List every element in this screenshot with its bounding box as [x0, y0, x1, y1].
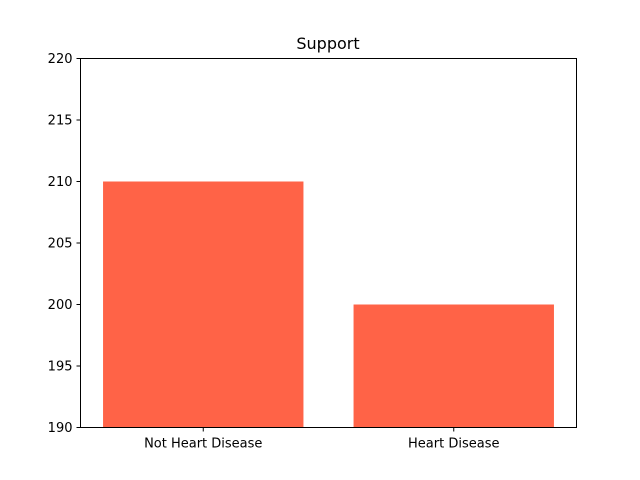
bar-heart-disease — [353, 304, 554, 428]
y-tick-label: 200 — [48, 298, 73, 313]
y-tick-label: 220 — [48, 52, 73, 67]
y-tick-label: 195 — [48, 360, 73, 375]
y-tick-label: 205 — [48, 237, 73, 252]
plot-frame — [80, 58, 577, 428]
y-tick-label: 190 — [48, 421, 73, 436]
y-tick-label: 210 — [48, 175, 73, 190]
x-tick-label: Not Heart Disease — [144, 437, 262, 452]
y-tick-label: 215 — [48, 114, 73, 129]
x-tick-label: Heart Disease — [408, 437, 499, 452]
bar-not-heart-disease — [103, 181, 304, 428]
chart-title: Support — [296, 34, 359, 53]
